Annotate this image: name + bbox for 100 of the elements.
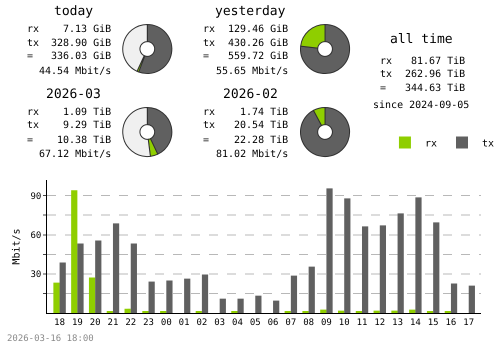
x-tick-label: 05 [250, 318, 261, 328]
text: rx [203, 107, 216, 118]
text: rx [27, 24, 40, 35]
text: tx [203, 38, 216, 49]
legend-label: tx [482, 138, 494, 150]
bar [273, 300, 280, 313]
x-tick-label: 04 [232, 318, 243, 328]
bar [77, 244, 84, 313]
bar [130, 244, 137, 313]
text: 336.03 GiB [51, 51, 112, 62]
y-tick-label: 60 [30, 230, 42, 241]
bar [415, 197, 422, 313]
text: 262.96 TiB [405, 69, 466, 80]
text: 55.65 Mbit/s [216, 66, 288, 77]
chart-title: yesterday [215, 4, 286, 19]
x-tick-label: 09 [320, 318, 332, 328]
bar [148, 282, 155, 313]
bar [88, 278, 96, 313]
bar [60, 262, 66, 313]
y-tick-label: 90 [30, 192, 42, 202]
bar [398, 213, 404, 313]
text: rx [380, 56, 392, 67]
x-tick-label: 01 [178, 318, 190, 328]
bar [255, 296, 262, 313]
bar [237, 298, 244, 313]
x-tick-label: 14 [410, 318, 421, 328]
bar [326, 188, 333, 313]
text: 81.02 Mbit/s [216, 149, 288, 160]
x-tick-label: 06 [268, 318, 278, 328]
chart-title: 2026-03 [46, 87, 101, 102]
text: = [27, 51, 34, 62]
donut-slice [300, 106, 350, 158]
bar [220, 298, 226, 313]
text: 129.46 GiB [228, 24, 288, 35]
bar [468, 286, 475, 313]
text: 9.29 TiB [63, 120, 112, 131]
legend-label: rx [424, 138, 437, 150]
bar [320, 310, 326, 313]
x-tick-label: 11 [356, 318, 368, 328]
text: all time [390, 32, 453, 47]
text: = [203, 51, 210, 62]
text: 44.54 Mbit/s [39, 66, 112, 77]
x-tick-label: 10 [338, 318, 350, 328]
x-tick-label: 12 [374, 318, 386, 328]
bar [71, 190, 78, 313]
text: 344.63 TiB [405, 83, 466, 94]
bar [409, 310, 416, 313]
text: 22.28 TiB [234, 135, 288, 146]
x-tick-label: 00 [160, 318, 172, 328]
bar [433, 222, 440, 313]
bar [112, 223, 120, 313]
bar [362, 226, 368, 313]
donut-slice [300, 24, 350, 74]
bar [53, 282, 60, 313]
x-tick-label: 03 [214, 318, 226, 328]
text: = [380, 83, 386, 94]
x-tick-label: 02 [196, 318, 208, 328]
x-tick-label: 22 [125, 318, 136, 328]
bar [308, 266, 315, 313]
y-tick-label: 30 [30, 270, 42, 280]
x-tick-label: 18 [54, 318, 66, 328]
text: = [203, 135, 210, 146]
x-tick-label: 19 [72, 318, 83, 328]
x-tick-label: 23 [143, 318, 154, 328]
bar [184, 278, 190, 313]
bar [380, 225, 386, 313]
text: tx [203, 120, 216, 131]
text: 1.09 TiB [63, 107, 112, 118]
bar [202, 274, 208, 313]
text: 20.54 TiB [234, 120, 288, 131]
bar [124, 308, 131, 313]
text: rx [203, 24, 216, 35]
text: 1.74 TiB [240, 107, 288, 118]
x-tick-label: 08 [303, 318, 314, 328]
text: tx [380, 69, 392, 80]
bar [166, 280, 173, 313]
text: 2026-03-16 18:00 [7, 334, 94, 344]
x-tick-label: 21 [108, 318, 118, 328]
x-tick-label: 17 [463, 318, 474, 328]
text: 81.67 TiB [411, 56, 466, 67]
text: 328.90 GiB [51, 38, 112, 49]
x-tick-label: 16 [446, 318, 456, 328]
bar [95, 240, 102, 313]
text: 67.12 Mbit/s [39, 149, 112, 160]
text: = [27, 135, 34, 146]
bar [450, 284, 458, 313]
y-axis-title: Mbit/s [11, 228, 22, 265]
text: rx [27, 107, 40, 118]
x-tick-label: 20 [90, 318, 101, 328]
bar [290, 276, 298, 313]
text: tx [27, 38, 40, 49]
x-tick-label: 13 [392, 318, 403, 328]
text: 559.72 GiB [228, 51, 288, 62]
text: 430.26 GiB [228, 38, 288, 49]
text: 7.13 GiB [63, 24, 112, 35]
x-tick-label: 07 [285, 318, 296, 328]
text: tx [27, 120, 40, 131]
x-tick-label: 15 [428, 318, 439, 328]
text: since 2024-09-05 [373, 100, 470, 111]
chart-title: today [54, 4, 94, 19]
